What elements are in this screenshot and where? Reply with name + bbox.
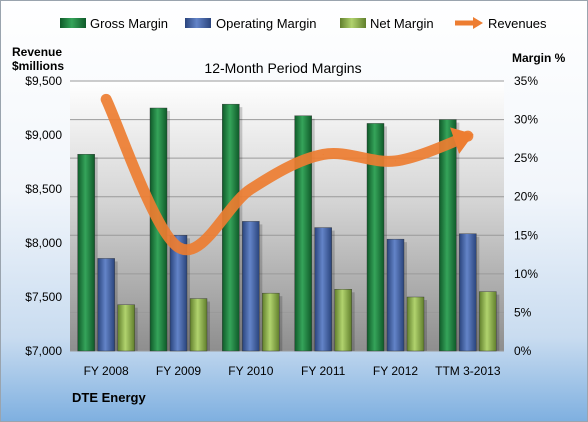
category-label: FY 2010: [228, 364, 273, 378]
right-tick-label: 35%: [514, 74, 538, 88]
revenues-point: [322, 153, 324, 155]
revenues-point: [467, 135, 469, 137]
revenues-arrowhead: [450, 127, 474, 154]
right-tick-label: 20%: [514, 190, 538, 204]
bar-net-margin: [189, 298, 208, 352]
bar-net-margin: [262, 292, 280, 352]
right-tick-label: 30%: [514, 113, 538, 127]
right-axis-ticks: 0% 5% 10% 15% 20% 25% 30% 35%: [514, 74, 538, 358]
revenues-point: [105, 98, 107, 100]
legend-swatch-net-margin: [340, 18, 366, 28]
category-label: TTM 3-2013: [435, 364, 501, 378]
legend-label-net-margin: Net Margin: [370, 16, 434, 31]
left-axis-ticks: $7,000 $7,500 $8,000 $8,500 $9,000 $9,500: [25, 74, 62, 358]
bar-gross-margin: [294, 115, 312, 352]
right-tick-label: 10%: [514, 267, 538, 281]
right-tick-label: 15%: [514, 228, 538, 242]
revenues-point: [250, 188, 252, 190]
bar-operating-margin: [97, 258, 115, 352]
bar-net-margin: [479, 291, 497, 352]
bar-operating-margin: [242, 221, 260, 352]
bar-operating-margin: [386, 238, 405, 352]
left-axis-title-line2: $millions: [12, 59, 64, 73]
legend-swatch-operating-margin: [185, 18, 211, 28]
bar-net-margin: [117, 304, 135, 352]
legend-label-revenues: Revenues: [488, 16, 547, 31]
bar-gross-margin: [77, 154, 95, 352]
plot-area: [70, 81, 504, 351]
category-label: FY 2008: [84, 364, 129, 378]
chart-title: 12-Month Period Margins: [204, 60, 361, 76]
legend-label-operating-margin: Operating Margin: [216, 16, 316, 31]
bar-gross-margin: [222, 103, 240, 352]
legend-item-revenues[interactable]: Revenues: [455, 16, 547, 31]
left-tick-label: $8,000: [25, 236, 62, 250]
left-tick-label: $8,500: [25, 182, 62, 196]
revenue-line: [100, 93, 474, 256]
right-tick-label: 5%: [514, 305, 532, 319]
legend: Gross Margin Operating Margin Net Margin…: [60, 16, 547, 31]
legend-swatch-gross-margin: [60, 18, 86, 28]
right-axis-title: Margin %: [512, 51, 566, 65]
right-tick-label: 0%: [514, 344, 532, 358]
revenues-point: [178, 246, 179, 248]
legend-item-gross-margin[interactable]: Gross Margin: [60, 16, 168, 31]
bar-operating-margin: [314, 227, 332, 352]
bar-net-margin: [334, 289, 352, 352]
legend-item-net-margin[interactable]: Net Margin: [340, 16, 434, 31]
bar-gross-margin: [366, 123, 385, 352]
left-tick-label: $7,500: [25, 290, 62, 304]
category-label: FY 2011: [301, 364, 346, 378]
legend-arrow-revenues: [473, 17, 483, 29]
revenues-point: [395, 160, 396, 162]
company-name: DTE Energy: [72, 390, 146, 405]
bar-gross-margin: [439, 119, 457, 352]
left-tick-label: $9,500: [25, 74, 62, 88]
category-label: FY 2009: [156, 364, 201, 378]
left-tick-label: $7,000: [25, 344, 62, 358]
bar-operating-margin: [459, 233, 477, 352]
bar-net-margin: [406, 296, 425, 352]
legend-item-operating-margin[interactable]: Operating Margin: [185, 16, 316, 31]
category-label: FY 2012: [373, 364, 418, 378]
left-tick-label: $9,000: [25, 128, 62, 142]
legend-label-gross-margin: Gross Margin: [90, 16, 168, 31]
left-axis-title-line1: Revenue: [12, 45, 62, 59]
category-labels: FY 2008 FY 2009 FY 2010 FY 2011 FY 2012 TTM 3…: [84, 364, 501, 378]
bar-operating-margin: [169, 235, 188, 352]
right-tick-label: 25%: [514, 151, 538, 165]
